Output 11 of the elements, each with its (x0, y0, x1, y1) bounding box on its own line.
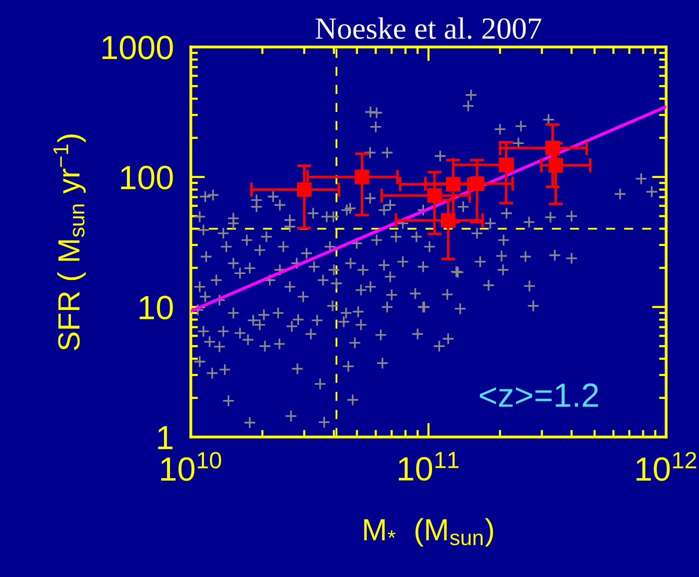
chart-title: Noeske et al. 2007 (316, 17, 542, 40)
y-tick-label: 100 (121, 166, 173, 190)
x-tick-label: 10$^{10}$ (161, 452, 222, 481)
y-tick-label: 1000 (102, 36, 173, 60)
y-axis-title: SFR ( M$_{sun}$ yr$^{−1}$) (53, 134, 86, 350)
y-tick-label: 1 (158, 426, 173, 450)
x-tick-label: 10$^{12}$ (636, 452, 696, 481)
x-tick-label: 10$^{11}$ (398, 452, 459, 481)
x-axis-title: M$_{*}$ (M$_{sun}$) (364, 518, 494, 547)
annotation: <z>=1.2 (480, 383, 598, 407)
y-tick-label: 10 (140, 296, 173, 320)
